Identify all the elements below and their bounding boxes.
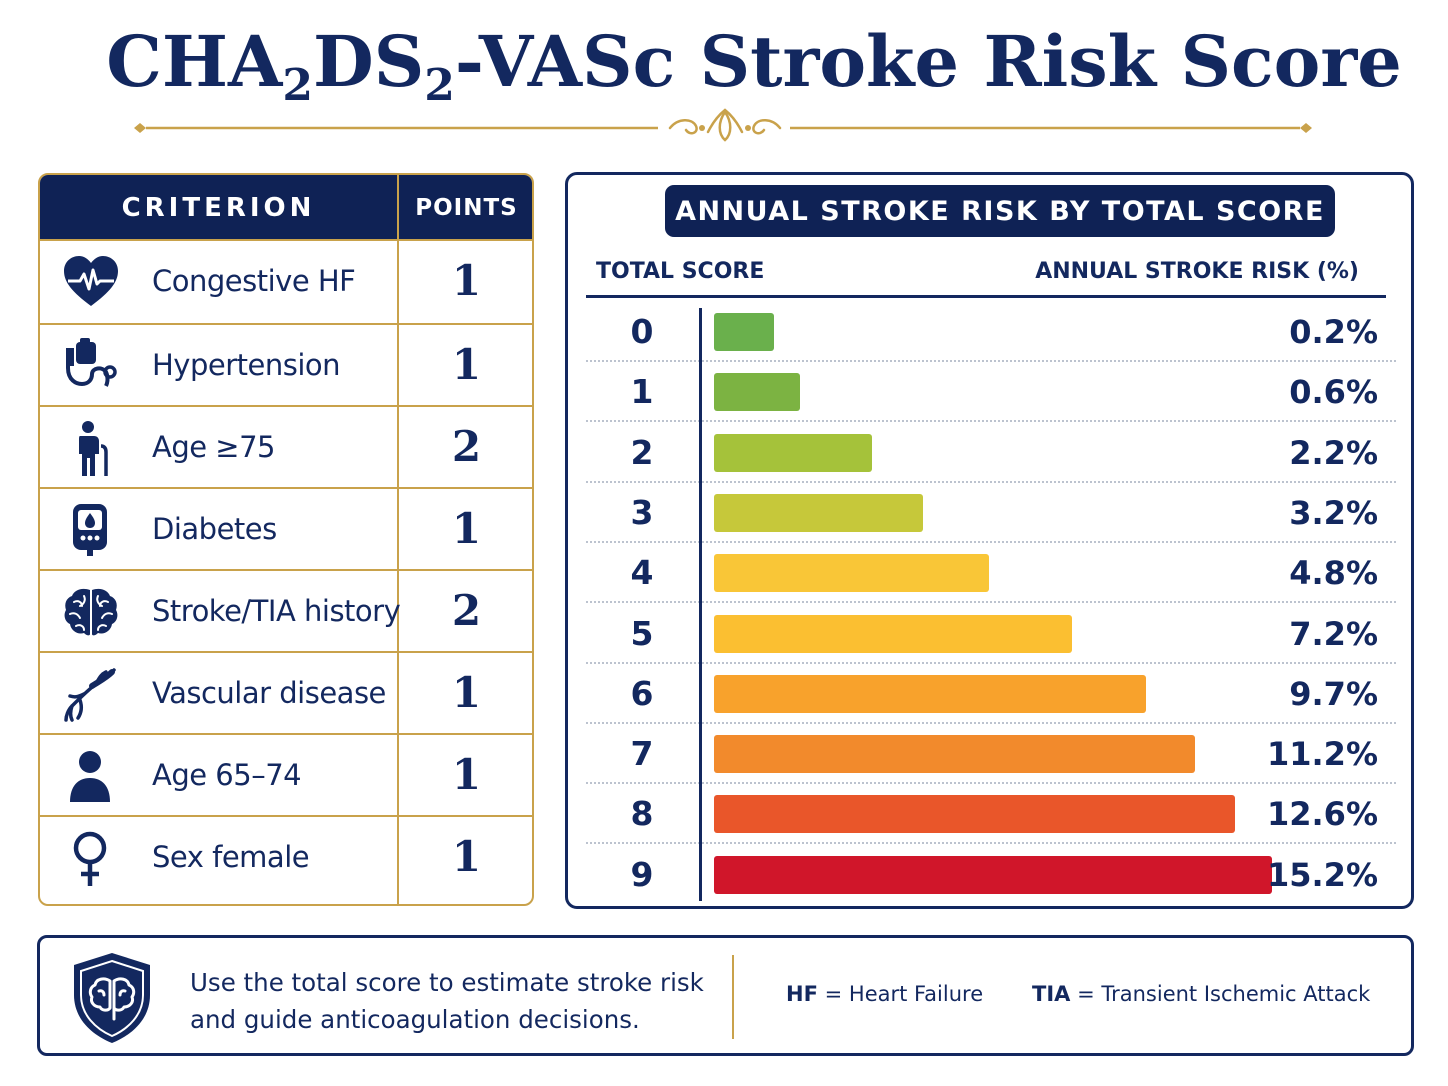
- chart-title: ANNUAL STROKE RISK BY TOTAL SCORE: [665, 185, 1335, 237]
- criterion-label: Stroke/TIA history: [152, 594, 401, 628]
- elderly-person-cane-icon: [79, 421, 108, 476]
- chart-row: 5 7.2%: [586, 604, 1396, 664]
- stroke-risk-chart: ANNUAL STROKE RISK BY TOTAL SCORE TOTAL …: [565, 172, 1414, 909]
- criterion-label: Hypertension: [152, 348, 341, 382]
- criterion-row: Hypertension 1: [40, 323, 532, 405]
- criterion-row: Sex female 1: [40, 815, 532, 897]
- risk-bar: [714, 795, 1235, 834]
- risk-value-label: 3.2%: [1289, 493, 1378, 532]
- chart-row: 9 15.2%: [586, 845, 1396, 905]
- criterion-label: Sex female: [152, 840, 310, 874]
- risk-value-label: 11.2%: [1266, 735, 1378, 774]
- brain-shield-icon: [74, 953, 150, 1043]
- risk-bar: [714, 554, 989, 593]
- ornamental-divider: [134, 108, 1312, 142]
- score-tick-label: 8: [630, 794, 654, 834]
- abbreviation-key: TIA: [1032, 982, 1071, 1006]
- chart-row: 8 12.6%: [586, 784, 1396, 845]
- criterion-label: Age ≥75: [152, 430, 276, 464]
- criterion-row: Congestive HF 1: [40, 241, 532, 323]
- abbreviation-key: HF: [786, 982, 818, 1006]
- risk-bar: [714, 313, 774, 351]
- chart-row: 6 9.7%: [586, 664, 1396, 724]
- chart-row: 4 4.8%: [586, 543, 1396, 604]
- criteria-table-header: CRITERION POINTS: [40, 175, 532, 241]
- score-tick-label: 2: [630, 432, 654, 472]
- risk-value-label: 15.2%: [1266, 855, 1378, 894]
- footer-separator: [732, 955, 734, 1039]
- brain-icon: [64, 588, 118, 636]
- risk-value-label: 7.2%: [1289, 614, 1378, 653]
- axis-line: [699, 308, 702, 901]
- page-title: CHA2DS2-VASc Stroke Risk Score: [106, 20, 1402, 111]
- risk-value-label: 9.7%: [1289, 674, 1378, 713]
- risk-bar: [714, 735, 1195, 774]
- header-rule: [586, 295, 1386, 298]
- criterion-points: 1: [451, 340, 482, 389]
- abbreviation-equals: =: [824, 982, 843, 1006]
- criterion-row: Age ≥75 2: [40, 405, 532, 487]
- criterion-column-header: CRITERION: [121, 193, 316, 223]
- abbreviation-hf: HF = Heart Failure: [786, 982, 983, 1006]
- abbreviation-value: Heart Failure: [848, 982, 984, 1006]
- criteria-rows: Congestive HF 1 Hypertension 1 Age ≥7: [40, 241, 532, 904]
- criterion-points: 1: [451, 750, 482, 799]
- risk-bar: [714, 373, 800, 412]
- risk-value-label: 12.6%: [1266, 795, 1378, 834]
- score-tick-label: 5: [630, 613, 654, 653]
- blood-vessel-icon: [64, 668, 116, 722]
- criterion-label: Age 65–74: [152, 758, 302, 792]
- glucose-meter-icon: [73, 504, 107, 556]
- risk-bar: [714, 493, 923, 532]
- criterion-label: Diabetes: [152, 512, 277, 546]
- score-tick-label: 0: [630, 312, 654, 351]
- criterion-label: Vascular disease: [152, 676, 386, 710]
- person-icon: [70, 751, 110, 802]
- score-tick-label: 1: [630, 372, 654, 412]
- criterion-row: Diabetes 1: [40, 487, 532, 569]
- chart-row: 0 0.2%: [586, 302, 1396, 362]
- criterion-points: 1: [451, 832, 482, 881]
- abbreviation-value: Transient Ischemic Attack: [1101, 982, 1371, 1006]
- abbreviation-tia: TIA = Transient Ischemic Attack: [1032, 982, 1370, 1006]
- criterion-points: 2: [451, 586, 482, 635]
- criterion-points: 2: [451, 422, 482, 471]
- footer-note-text: Use the total score to estimate stroke r…: [190, 968, 704, 1034]
- x-axis-label: ANNUAL STROKE RISK (%): [1035, 259, 1359, 284]
- column-divider: [397, 175, 399, 904]
- chart-row: 2 2.2%: [586, 423, 1396, 483]
- abbreviation-equals: =: [1077, 982, 1095, 1006]
- criterion-points: 1: [451, 504, 482, 553]
- risk-bar: [714, 614, 1072, 653]
- chart-row: 7 11.2%: [586, 724, 1396, 785]
- criterion-row: Vascular disease 1: [40, 651, 532, 733]
- heart-pulse-icon: [64, 256, 118, 306]
- points-column-header: POINTS: [415, 195, 518, 221]
- criterion-row: Stroke/TIA history 2: [40, 569, 532, 651]
- risk-bar: [714, 433, 872, 472]
- page-title-wrap: CHA2DS2-VASc Stroke Risk Score: [0, 14, 1448, 110]
- risk-bar: [714, 674, 1146, 713]
- footer-note-box: Use the total score to estimate stroke r…: [37, 935, 1414, 1056]
- score-tick-label: 6: [630, 673, 654, 713]
- score-tick-label: 7: [630, 734, 654, 774]
- risk-value-label: 2.2%: [1289, 433, 1378, 472]
- criterion-points: 1: [451, 668, 482, 717]
- criterion-row: Age 65–74 1: [40, 733, 532, 815]
- criteria-table: CRITERION POINTS Congestive HF 1 Hyperte…: [38, 173, 534, 906]
- risk-bar: [714, 855, 1272, 894]
- score-tick-label: 4: [630, 553, 654, 593]
- female-symbol-icon: [73, 831, 107, 886]
- risk-value-label: 4.8%: [1289, 554, 1378, 593]
- score-tick-label: 3: [630, 492, 654, 532]
- score-tick-label: 9: [630, 854, 654, 894]
- risk-value-label: 0.2%: [1289, 313, 1378, 351]
- chart-row: 3 3.2%: [586, 483, 1396, 543]
- chart-row: 1 0.6%: [586, 362, 1396, 423]
- blood-pressure-cuff-icon: [66, 338, 117, 387]
- y-axis-label: TOTAL SCORE: [596, 259, 765, 284]
- criterion-points: 1: [451, 256, 482, 305]
- risk-value-label: 0.6%: [1289, 373, 1378, 412]
- criterion-label: Congestive HF: [152, 264, 356, 298]
